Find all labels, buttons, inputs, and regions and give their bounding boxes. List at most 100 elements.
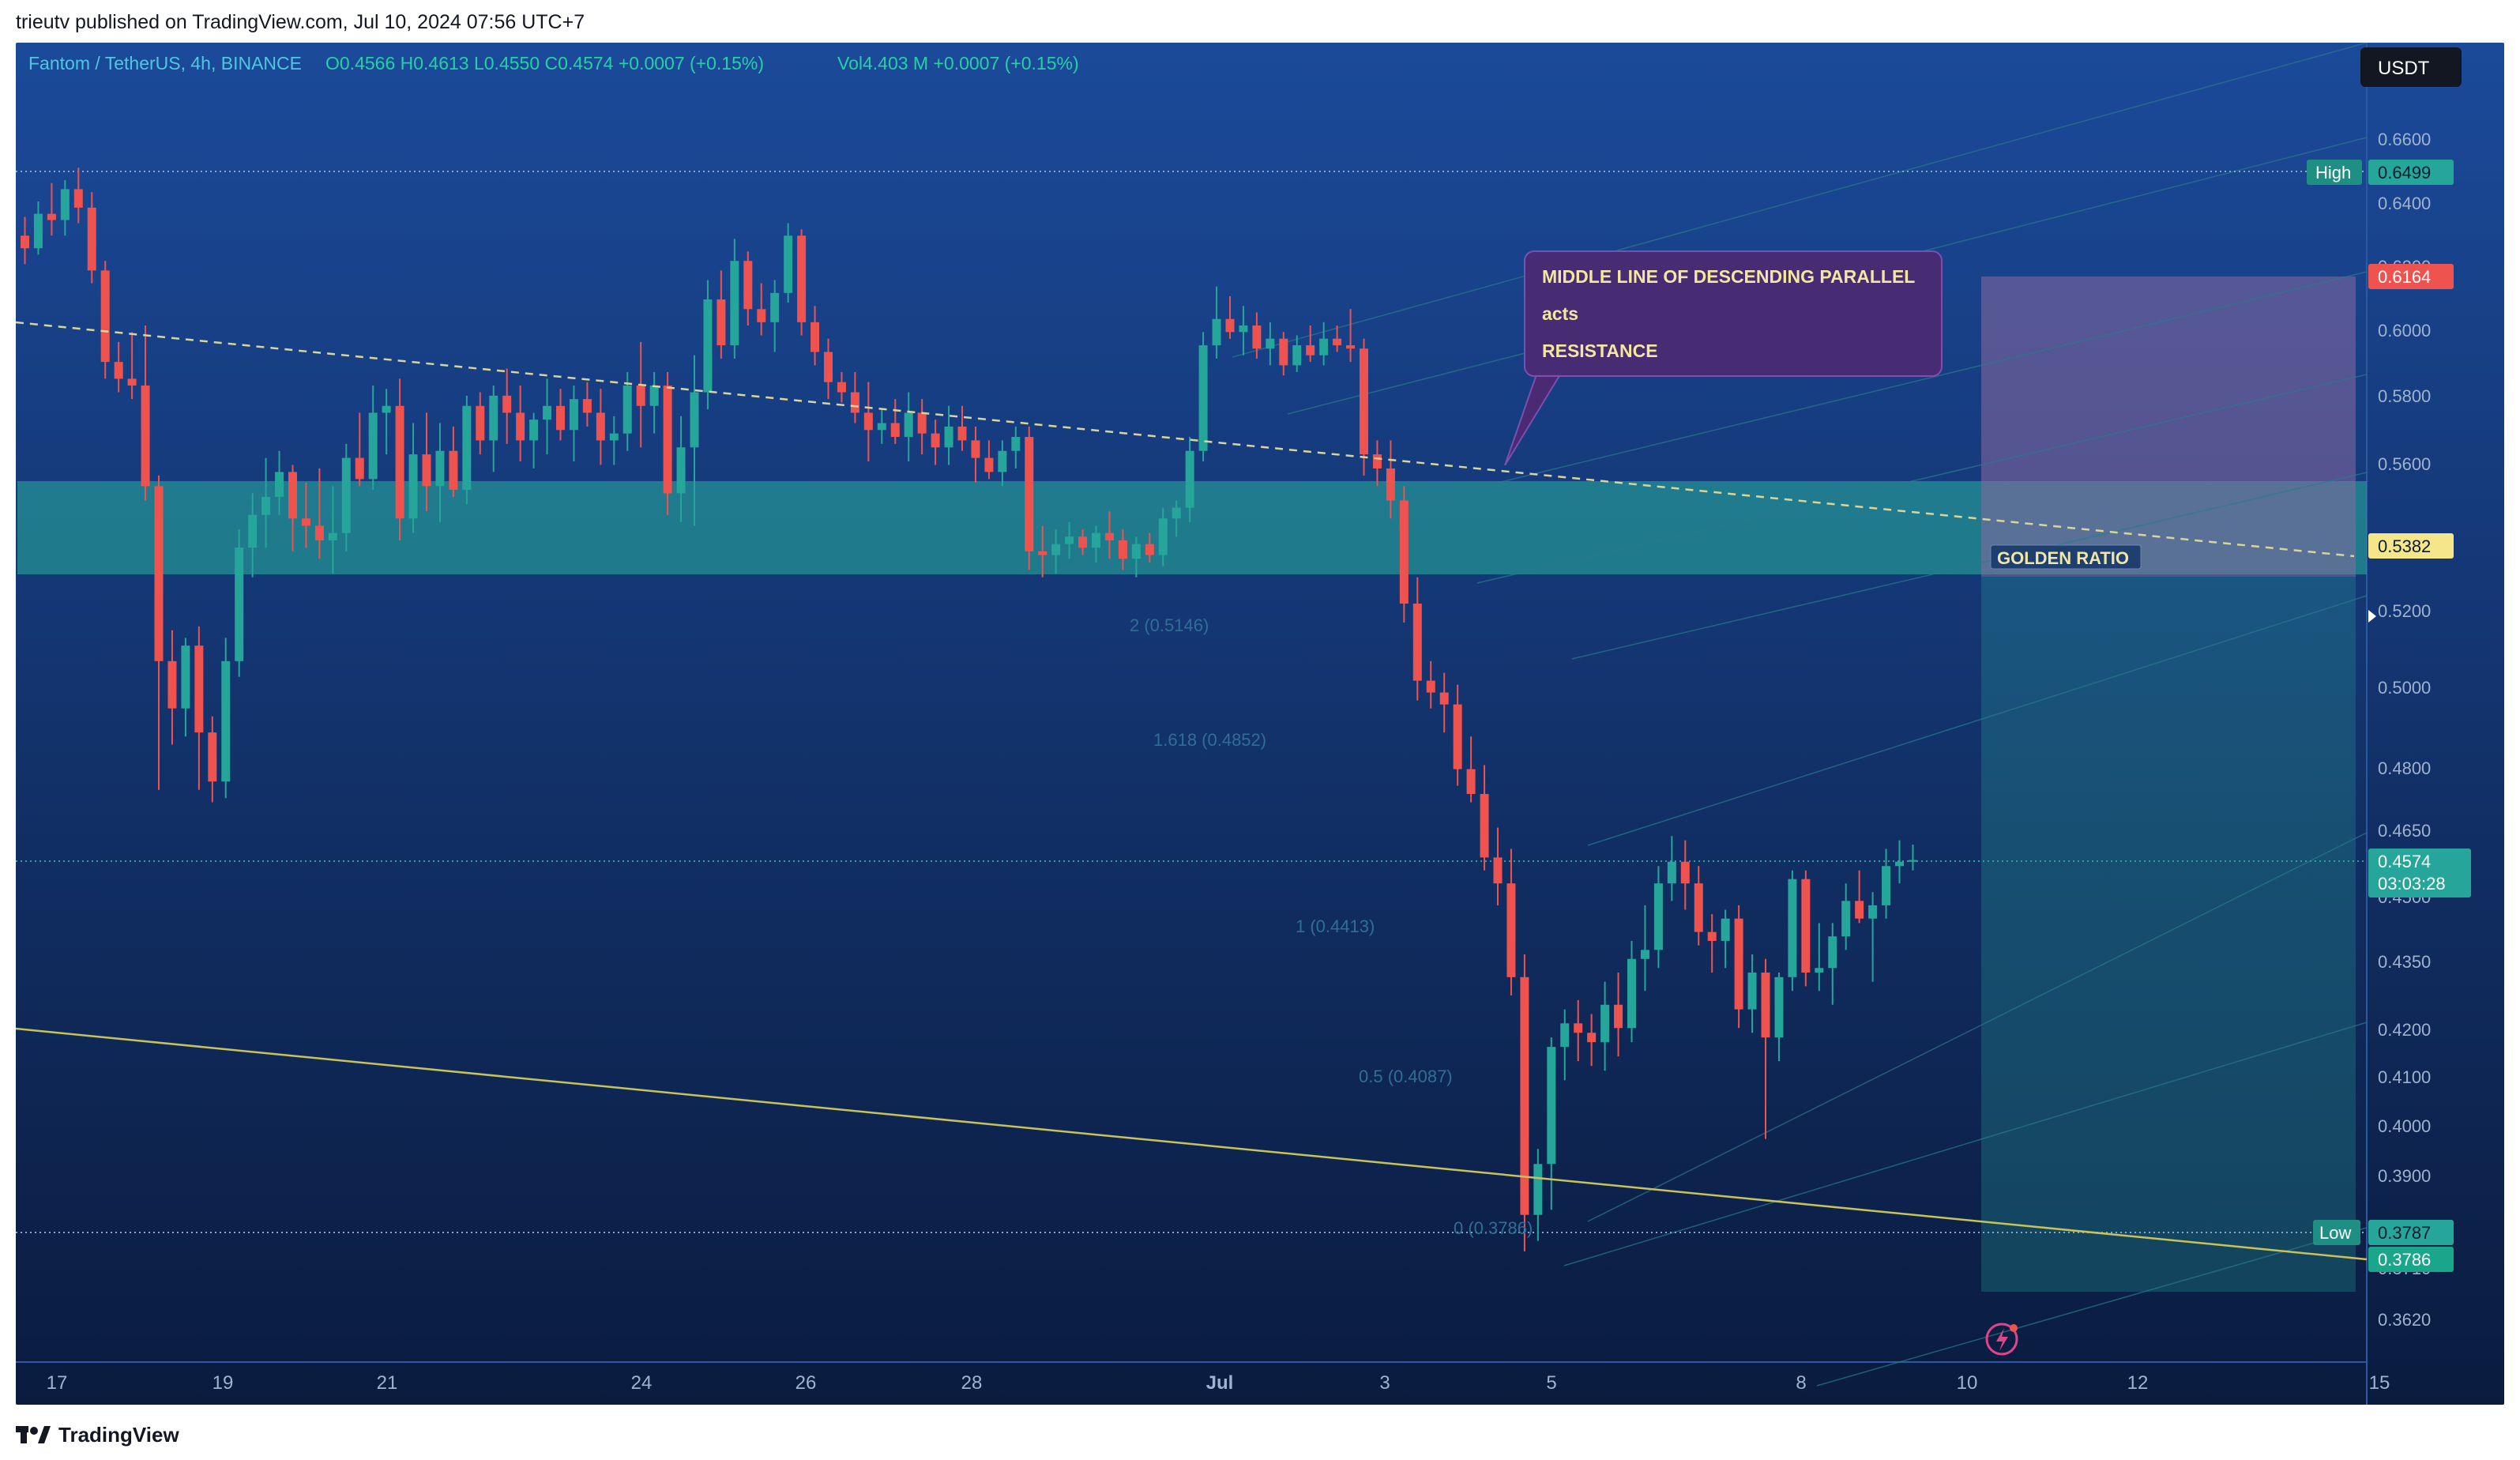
candle-body: [1774, 976, 1784, 1038]
candle-body: [1092, 532, 1100, 548]
candle-body: [1533, 1164, 1543, 1215]
candle-body: [1882, 866, 1891, 905]
currency-badge-box[interactable]: [2360, 47, 2462, 87]
currency-badge[interactable]: USDT: [2378, 58, 2430, 79]
golden-ratio-label-box: [1990, 544, 2142, 570]
low-line-value: 0.3786: [2378, 1250, 2431, 1270]
candle-body: [235, 548, 244, 661]
candle-body: [114, 362, 123, 379]
candle-body: [863, 412, 873, 431]
price-tick: 0.3900: [2378, 1166, 2431, 1186]
candle-body: [1333, 338, 1342, 346]
candle-body: [743, 261, 753, 310]
annotation-box: [1524, 250, 1943, 377]
fib-channel-lines: [1232, 43, 2368, 1387]
candle-body: [1319, 338, 1329, 356]
candle-body: [917, 412, 927, 434]
candle-body: [1306, 345, 1315, 356]
candle-body: [1466, 769, 1476, 794]
golden-value-badge: 0.5382: [2368, 533, 2454, 559]
time-axis-ticks: 17 19 21 24 26 28 Jul 3 5 8 10 12 15: [47, 1372, 2390, 1394]
candle-body: [1104, 532, 1114, 540]
lightning-icon[interactable]: [1985, 1323, 2018, 1356]
high-badge: High 0.6499: [2307, 160, 2454, 185]
candle-body: [944, 426, 953, 448]
candle-body: [1279, 338, 1288, 366]
candle-body: [582, 399, 592, 413]
golden-value: 0.5382: [2378, 536, 2431, 556]
price-chart[interactable]: MIDDLE LINE OF DESCENDING PARALLEL acts …: [16, 43, 2504, 1405]
candle-body: [1439, 692, 1449, 705]
fib-label: 1.618 (0.4852): [1153, 730, 1266, 750]
candle-body: [904, 412, 913, 438]
candle-body: [127, 378, 137, 386]
chart-background: [16, 43, 2504, 1405]
candle-body: [154, 486, 164, 661]
price-tick: 0.4650: [2378, 821, 2431, 841]
price-scale-arrow-icon[interactable]: [2368, 610, 2376, 623]
footer-brand: TradingView: [58, 1422, 179, 1447]
fib-channel-line: [1232, 43, 2368, 358]
candle-body: [1145, 544, 1154, 555]
candle-body: [1560, 1023, 1570, 1048]
candle-body: [957, 426, 967, 441]
time-tick: Jul: [1206, 1372, 1234, 1394]
candle-body: [1065, 536, 1074, 544]
price-tick: 0.4800: [2378, 758, 2431, 778]
price-tick: 0.4350: [2378, 952, 2431, 972]
time-tick: 21: [377, 1372, 398, 1394]
candle-body: [1734, 918, 1743, 1010]
candle-body: [141, 385, 150, 487]
candle-body: [1694, 883, 1703, 932]
fib-channel-line: [1587, 595, 2368, 846]
time-tick: 28: [961, 1372, 983, 1394]
low-line-badge: 0.3786: [2368, 1247, 2454, 1272]
candle-body: [1025, 437, 1034, 551]
candle-body: [998, 450, 1007, 472]
candlestick-series: [21, 167, 1917, 1251]
candle-body: [1225, 318, 1235, 333]
candle-body: [221, 660, 231, 782]
candle-body: [837, 382, 846, 393]
volume-value: Vol4.403 M +0.0007 (+0.15%): [837, 53, 1079, 73]
price-tick: 0.5800: [2378, 386, 2431, 406]
candle-body: [1855, 901, 1864, 919]
candle-body: [1680, 861, 1690, 884]
candle-body: [368, 412, 378, 480]
target-value: 0.6164: [2378, 267, 2431, 287]
candle-body: [636, 385, 645, 406]
candle-body: [543, 405, 552, 420]
symbol-title[interactable]: Fantom / TetherUS, 4h, BINANCE: [28, 53, 302, 73]
candle-body: [1372, 454, 1382, 468]
candle-body: [408, 454, 418, 519]
candle-body: [288, 472, 297, 519]
lower-trendline[interactable]: [16, 1027, 2368, 1261]
candle-body: [1493, 857, 1503, 884]
annotation-callout[interactable]: MIDDLE LINE OF DESCENDING PARALLEL acts …: [1504, 250, 1943, 466]
candle-body: [690, 392, 699, 448]
candle-body: [194, 645, 204, 733]
fib-channel-line: [1390, 271, 2368, 510]
candle-body: [208, 732, 217, 782]
candle-body: [1078, 536, 1088, 548]
tradingview-logo-icon: [16, 1426, 51, 1443]
candle-body: [971, 440, 980, 458]
candle-body: [422, 454, 431, 487]
countdown: 03:03:28: [2378, 874, 2446, 894]
time-tick: 10: [1957, 1372, 1978, 1394]
candle-body: [1520, 976, 1529, 1215]
candle-body: [355, 457, 364, 480]
candle-body: [784, 235, 793, 293]
candle-body: [33, 213, 43, 249]
low-label: Low: [2319, 1223, 2351, 1243]
price-tick: 0.6400: [2378, 194, 2431, 213]
candle-body: [328, 532, 337, 540]
time-tick: 24: [631, 1372, 653, 1394]
candle-body: [1426, 680, 1435, 693]
time-tick: 17: [47, 1372, 68, 1394]
chart-frame[interactable]: MIDDLE LINE OF DESCENDING PARALLEL acts …: [16, 43, 2504, 1405]
fib-channel-line: [1816, 1227, 2368, 1387]
descending-middle-line[interactable]: [16, 321, 2355, 558]
candle-body: [1627, 958, 1636, 1029]
candle-body: [1587, 1033, 1597, 1043]
